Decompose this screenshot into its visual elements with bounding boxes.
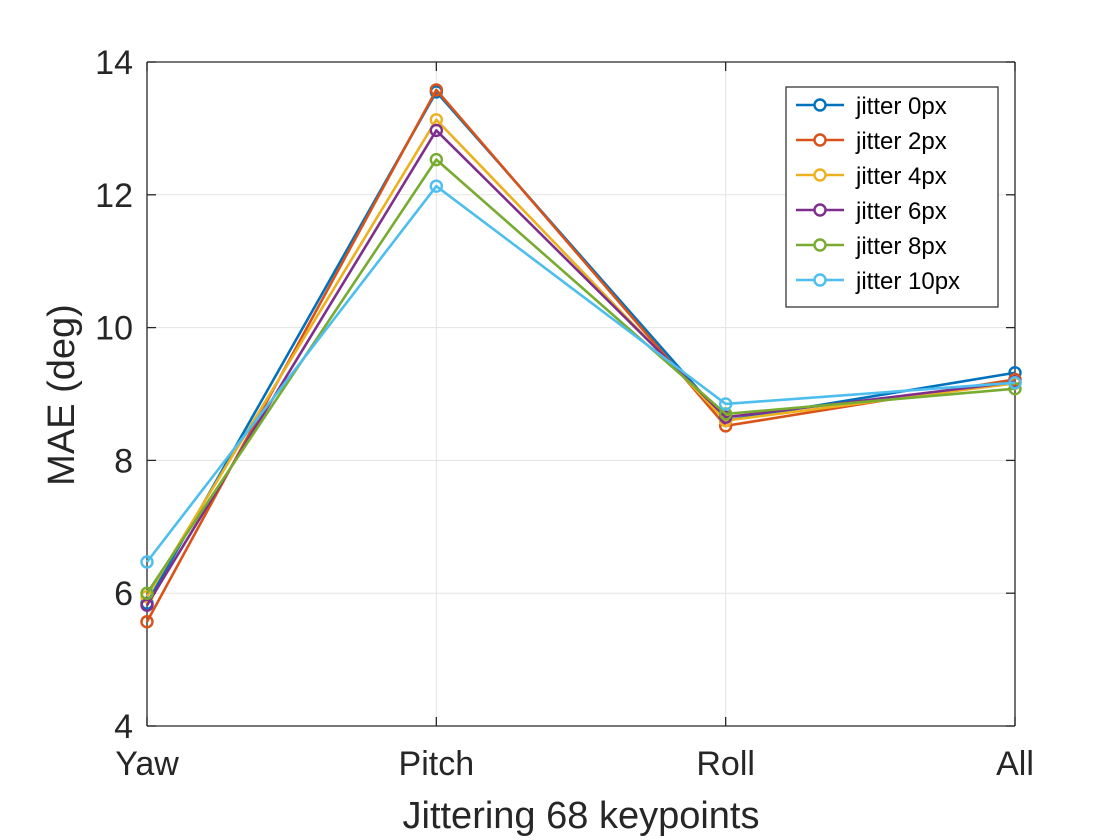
legend-box bbox=[785, 86, 999, 308]
y-tick-label: 6 bbox=[114, 575, 133, 613]
data-point bbox=[429, 152, 444, 167]
legend-label: jitter 4px bbox=[855, 163, 947, 190]
legend-swatch-marker bbox=[813, 133, 827, 147]
data-point bbox=[140, 615, 154, 629]
data-point bbox=[140, 586, 154, 600]
legend-label: jitter 10px bbox=[855, 268, 960, 295]
y-tick-label: 10 bbox=[95, 310, 133, 348]
series-line bbox=[145, 158, 1016, 594]
legend-swatch-marker bbox=[813, 168, 827, 182]
data-point bbox=[1008, 376, 1022, 390]
x-axis-label: Jittering 68 keypoints bbox=[403, 795, 760, 837]
series-layer bbox=[140, 83, 1022, 629]
legend-label: jitter 6px bbox=[855, 198, 947, 225]
data-point bbox=[140, 555, 154, 569]
y-axis-label: MAE (deg) bbox=[41, 304, 83, 486]
legend-item: jitter 2px bbox=[796, 128, 947, 155]
x-tick-label: Yaw bbox=[115, 745, 179, 783]
x-tick-label: Roll bbox=[696, 745, 755, 783]
data-point bbox=[718, 397, 733, 411]
legend-label: jitter 0px bbox=[855, 93, 947, 120]
series-line bbox=[145, 129, 1016, 606]
data-point bbox=[429, 83, 444, 97]
legend-swatch-marker bbox=[813, 273, 827, 287]
legend-label: jitter 2px bbox=[855, 128, 947, 155]
legend-swatch-marker bbox=[813, 203, 827, 217]
legend-item: jitter 6px bbox=[796, 198, 947, 225]
y-tick-label: 12 bbox=[95, 177, 133, 215]
legend-swatch-marker bbox=[813, 98, 827, 112]
series-jitter-10px bbox=[140, 179, 1022, 569]
data-point bbox=[429, 179, 444, 193]
x-tick-label: Pitch bbox=[399, 745, 475, 783]
legend-item: jitter 4px bbox=[796, 163, 947, 190]
y-tick-label: 8 bbox=[114, 442, 133, 480]
legend-item: jitter 0px bbox=[796, 93, 947, 120]
legend-swatch-marker bbox=[813, 238, 827, 252]
legend-item: jitter 10px bbox=[796, 268, 960, 295]
legend-label: jitter 8px bbox=[855, 233, 947, 260]
y-tick-label: 4 bbox=[114, 708, 133, 746]
y-tick-label: 14 bbox=[95, 44, 133, 82]
legend-item: jitter 8px bbox=[796, 233, 947, 260]
x-tick-label: All bbox=[996, 745, 1034, 783]
tick-labels: 4 6 8 10 12 14 Yaw Pitch Roll All bbox=[95, 44, 1034, 783]
data-point bbox=[429, 123, 444, 138]
series-line bbox=[145, 184, 1016, 563]
legend: jitter 0px jitter 2px jitter 4px jitter 6px… bbox=[785, 86, 999, 308]
